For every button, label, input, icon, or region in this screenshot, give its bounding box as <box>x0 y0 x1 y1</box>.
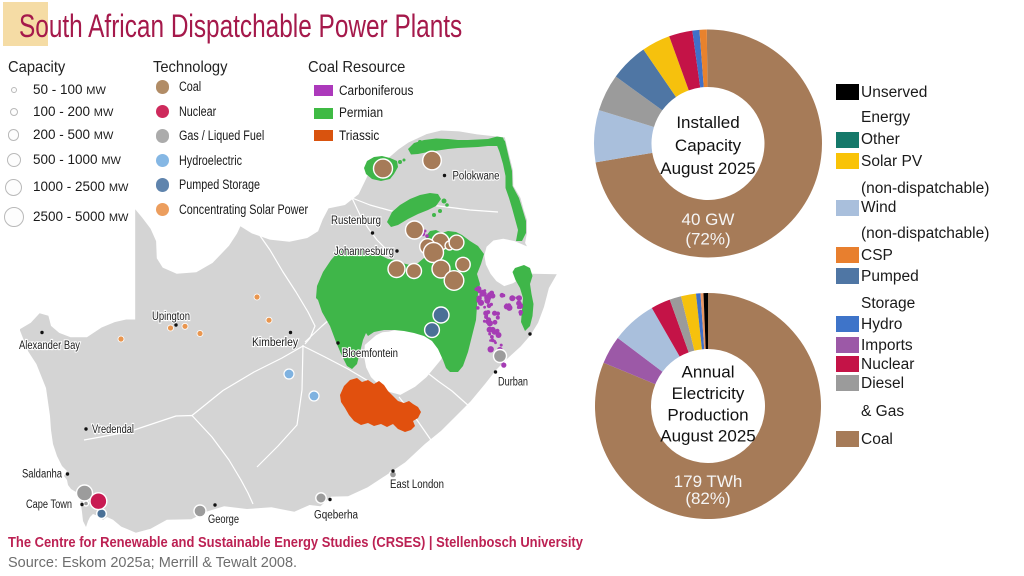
svg-text:179 TWh: 179 TWh <box>674 472 743 491</box>
svg-text:August 2025: August 2025 <box>660 427 755 446</box>
svg-text:George: George <box>208 514 239 526</box>
svg-text:Upington: Upington <box>152 311 190 323</box>
svg-text:Electricity: Electricity <box>672 384 745 403</box>
svg-text:Durban: Durban <box>498 377 528 389</box>
svg-text:Gqeberha: Gqeberha <box>314 510 359 522</box>
svg-text:Vredendal: Vredendal <box>92 424 134 436</box>
svg-text:Polokwane: Polokwane <box>453 171 500 183</box>
svg-text:Kimberley: Kimberley <box>252 337 298 349</box>
svg-text:Capacity: Capacity <box>675 136 742 155</box>
svg-text:East London: East London <box>390 479 444 491</box>
svg-text:(82%): (82%) <box>685 489 730 508</box>
svg-text:Installed: Installed <box>676 113 739 132</box>
svg-text:(72%): (72%) <box>685 230 730 249</box>
svg-text:Bloemfontein: Bloemfontein <box>342 348 398 360</box>
svg-text:Saldanha: Saldanha <box>22 469 62 481</box>
svg-text:Annual: Annual <box>682 363 735 382</box>
svg-text:40 GW: 40 GW <box>682 210 735 229</box>
svg-text:Cape Town: Cape Town <box>26 499 72 511</box>
svg-text:Production: Production <box>667 405 748 424</box>
svg-text:Johannesburg: Johannesburg <box>334 246 394 258</box>
svg-text:Rustenburg: Rustenburg <box>331 215 381 227</box>
svg-text:August 2025: August 2025 <box>660 159 755 178</box>
svg-text:Alexander Bay: Alexander Bay <box>19 340 80 352</box>
